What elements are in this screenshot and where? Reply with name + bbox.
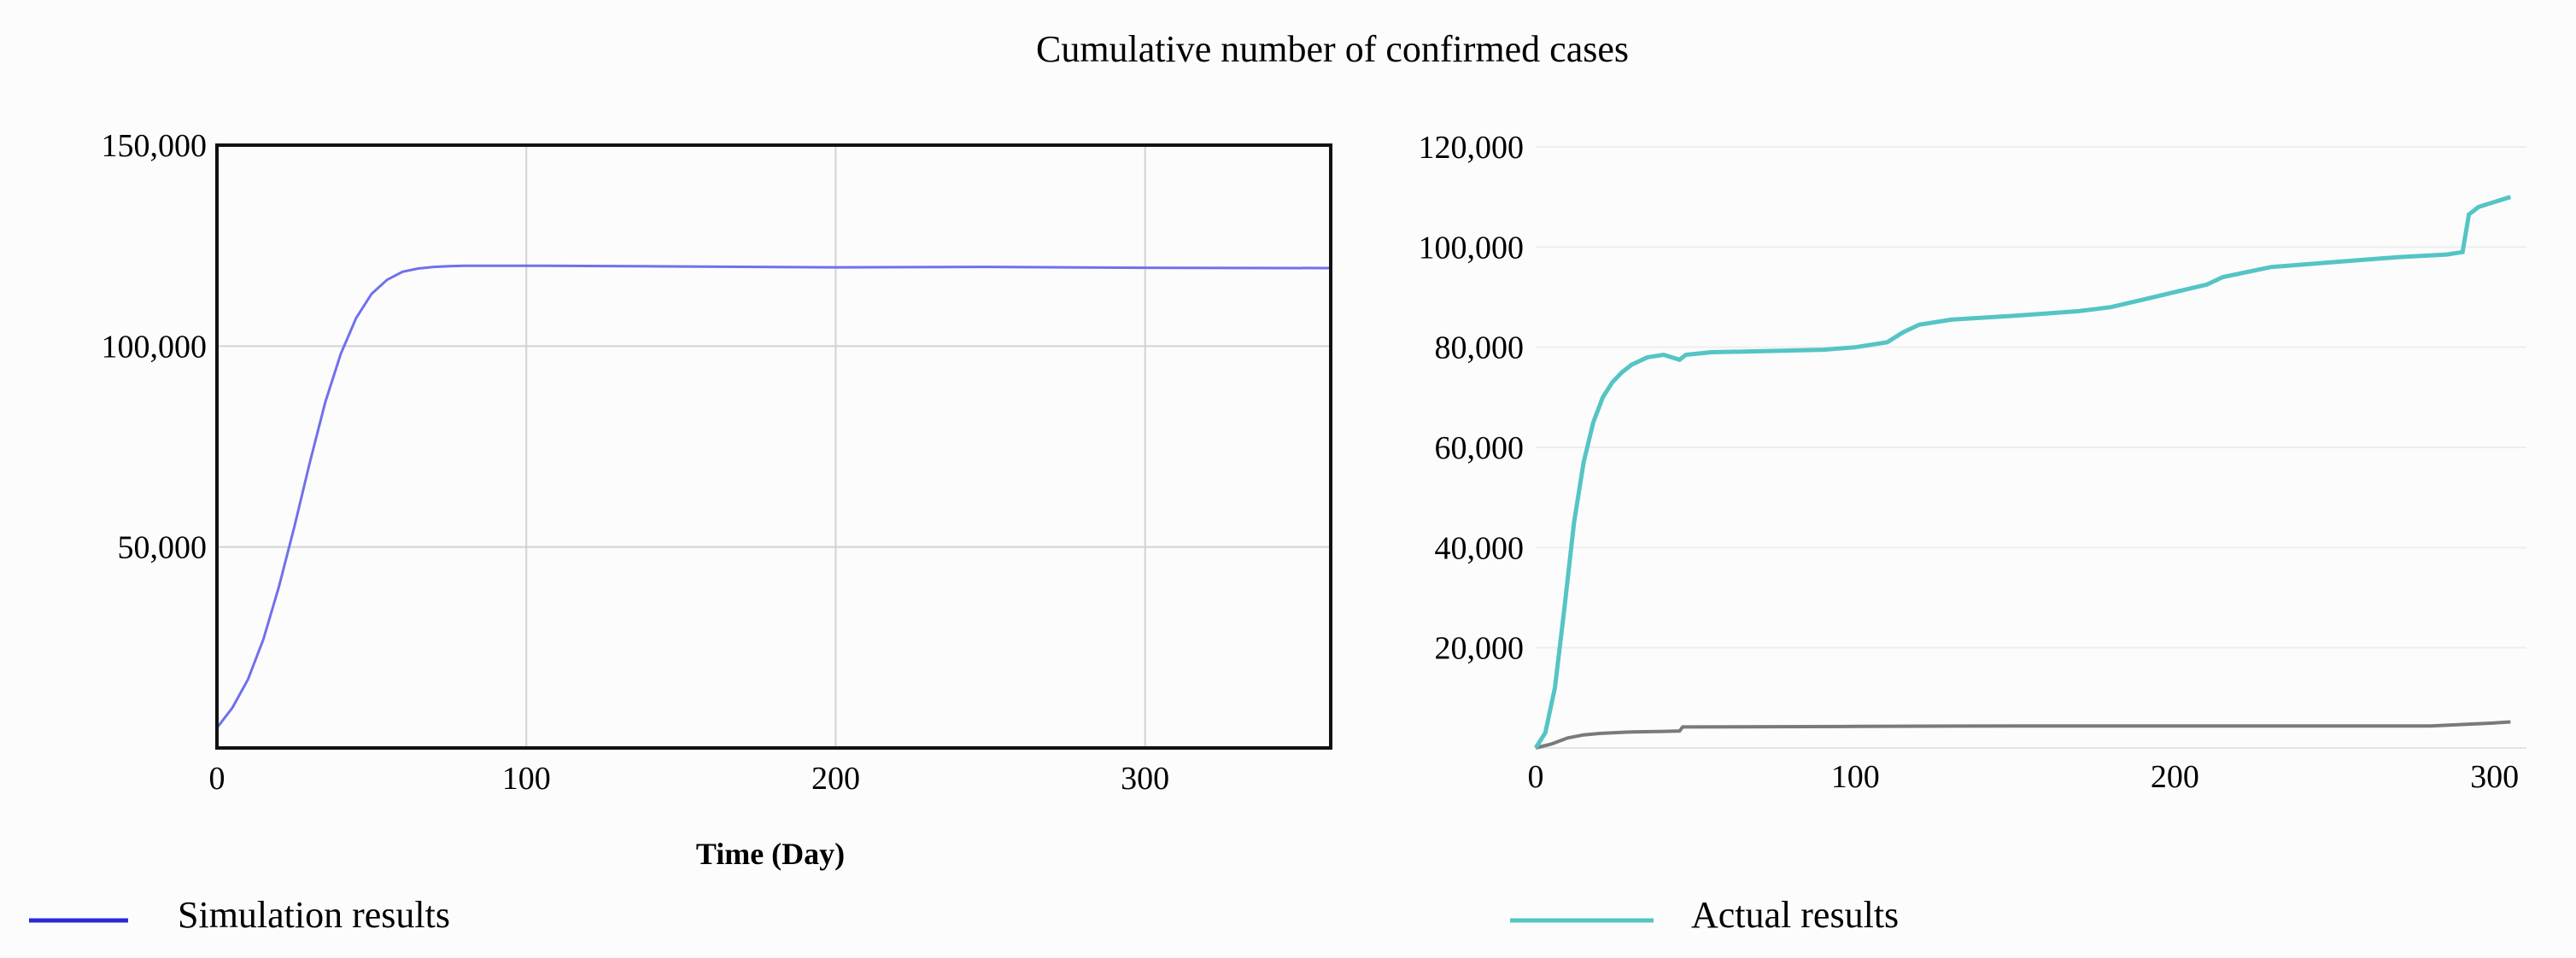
actual-x-tick-label: 100 (1831, 759, 1880, 795)
simulation-x-tick-label: 0 (209, 761, 225, 797)
figure-title: Cumulative number of confirmed cases (1036, 28, 1629, 70)
simulation-x-tick-label: 200 (811, 761, 860, 797)
actual-chart: 20,000 40,000 60,000 80,000 100,000 120,000 0… (1419, 130, 2526, 795)
simulation-x-tick-label: 300 (1121, 761, 1169, 797)
simulation-y-tick-labels: 50,000 100,000 150,000 (102, 128, 208, 566)
simulation-x-axis-title: Time (Day) (696, 837, 845, 871)
simulation-y-tick-label: 150,000 (102, 128, 208, 164)
simulation-grid (217, 145, 1331, 748)
actual-x-tick-label: 200 (2151, 759, 2199, 795)
actual-y-tick-label: 80,000 (1435, 330, 1525, 366)
simulation-x-tick-labels: 0 100 200 300 (209, 761, 1170, 797)
legend-simulation-label: Simulation results (178, 894, 450, 936)
legend-actual: Actual results (1510, 894, 1899, 936)
actual-x-tick-label: 0 (1528, 759, 1544, 795)
simulation-y-tick-label: 50,000 (118, 530, 208, 566)
simulation-plot-frame (215, 143, 1332, 750)
actual-y-tick-labels: 20,000 40,000 60,000 80,000 100,000 120,000 (1419, 130, 1525, 667)
actual-grid (1536, 146, 2526, 749)
actual-x-tick-labels: 0 100 200 300 (1528, 759, 2520, 795)
legend-simulation: Simulation results (29, 894, 450, 936)
actual-y-tick-label: 60,000 (1435, 430, 1525, 466)
actual-series-line (1533, 195, 2512, 750)
actual-baseline-line (1535, 720, 2511, 750)
actual-x-tick-label: 300 (2470, 759, 2519, 795)
actual-y-tick-label: 40,000 (1435, 530, 1525, 566)
simulation-x-tick-label: 100 (502, 761, 551, 797)
simulation-series-line (215, 264, 1332, 729)
simulation-y-tick-label: 100,000 (102, 329, 208, 365)
actual-y-tick-label: 20,000 (1435, 631, 1525, 667)
actual-y-tick-label: 100,000 (1419, 230, 1525, 266)
simulation-chart: 50,000 100,000 150,000 0 100 200 300 Time (Da… (102, 128, 1332, 871)
actual-y-tick-label: 120,000 (1419, 130, 1525, 166)
legend-actual-label: Actual results (1691, 894, 1899, 936)
